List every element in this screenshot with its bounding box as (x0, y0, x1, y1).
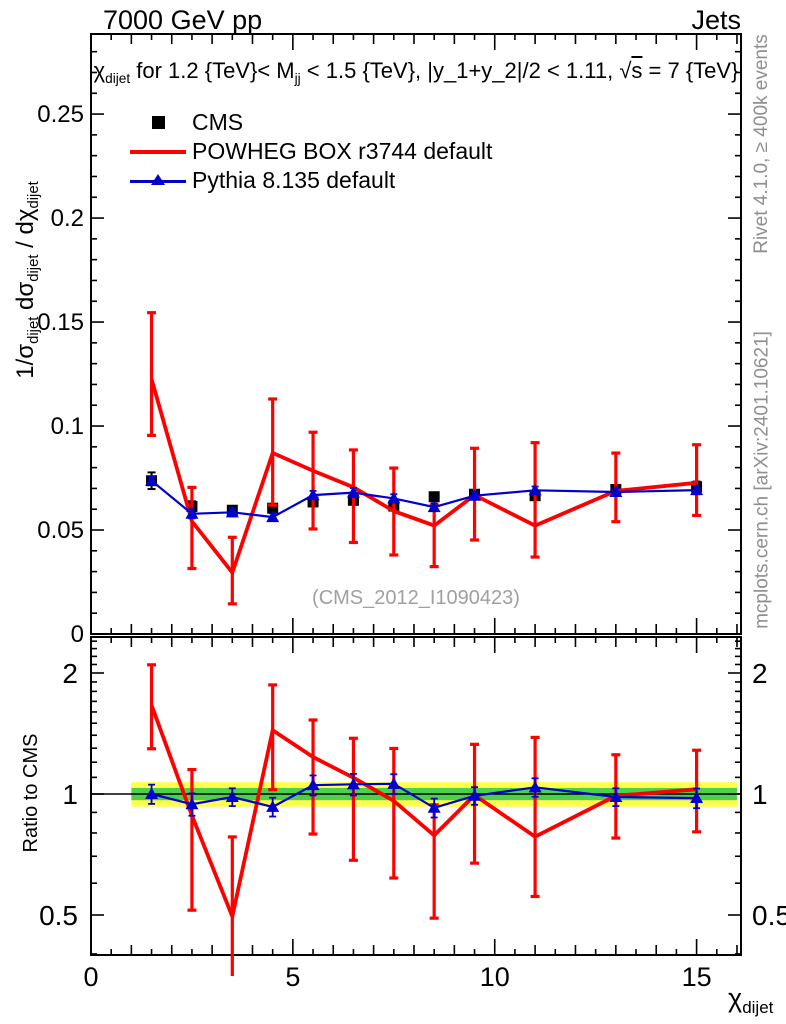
pythia-ratio-line (151, 782, 697, 809)
analysis-group-label: Jets (691, 5, 741, 35)
pythia-data-point (185, 507, 199, 519)
powheg-series-ratio (147, 663, 702, 976)
red-line-marker-icon (128, 137, 188, 166)
pythia-data-point (346, 777, 360, 790)
legend-item-cms: CMS (128, 108, 492, 137)
x-tick-label: 10 (480, 962, 510, 992)
ratio-y-tick-label: 1 (62, 779, 78, 810)
cms-data-point (267, 502, 279, 514)
analysis-id-watermark: (CMS_2012_I1090423) (312, 587, 520, 609)
main-panel-frame (90, 33, 742, 635)
pythia-data-point (528, 780, 542, 793)
ratio-y-tick-label-right: 2 (752, 658, 768, 689)
main-y-tick-label: 0.1 (51, 413, 84, 440)
pythia-data-point (609, 790, 623, 802)
pythia-data-point (225, 790, 239, 802)
legend-label: CMS (192, 109, 244, 135)
pythia-data-point (225, 505, 239, 518)
legend-item-pythia: Pythia 8.135 default (128, 166, 492, 195)
main-y-tick-label: 0 (71, 621, 84, 648)
pythia-data-point (387, 777, 401, 789)
pythia-data-point (690, 791, 704, 804)
pythia-data-point (609, 485, 623, 497)
pythia-data-point (427, 801, 441, 813)
main-y-axis-title: 1/σdijet dσdijet / dχdijet (12, 181, 43, 379)
ratio-y-tick-label: 2 (62, 658, 78, 689)
pythia-data-point (528, 483, 542, 496)
main-y-tick-label: 0.2 (51, 205, 84, 232)
pythia-data-point (387, 491, 401, 504)
ratio-y-axis-title: Ratio to CMS (20, 733, 42, 853)
main-y-tick-label: 0.05 (37, 517, 84, 544)
pythia-data-point (306, 488, 320, 501)
main-y-tick-label: 0.25 (37, 101, 84, 128)
ratio-y-tick-label-right: 0.5 (752, 900, 786, 931)
rivet-version-note: Rivet 4.1.0, ≥ 400k events (751, 34, 772, 254)
legend-label: Pythia 8.135 default (192, 167, 396, 193)
x-tick-label: 5 (285, 962, 300, 992)
pythia-data-point (690, 483, 704, 496)
ratio-panel-frame (90, 636, 742, 956)
x-tick-label: 15 (682, 962, 712, 992)
ratio-y-tick-label-right: 1 (752, 779, 768, 810)
pythia-line (150, 479, 697, 519)
ratio-y-tick-label: 0.5 (39, 900, 78, 931)
pythia-data-point (185, 797, 199, 810)
plot-title: χdijet for 1.2 {TeV}< Mjj < 1.5 {TeV}, |… (93, 58, 739, 86)
legend-label: POWHEG BOX r3744 default (192, 138, 493, 164)
legend-item-powheg: POWHEG BOX r3744 default (128, 137, 492, 166)
powheg-ratio-line (149, 704, 697, 923)
x-tick-label: 0 (83, 962, 98, 992)
mcplots-credit-note: mcplots.cern.ch [arXiv:2401.10621] (751, 331, 773, 629)
pythia-series-main (145, 474, 704, 523)
legend: CMS POWHEG BOX r3744 default Pythia 8.13… (128, 108, 492, 195)
pythia-data-point (427, 500, 441, 513)
pythia-data-point (266, 800, 280, 812)
pythia-series-ratio (145, 773, 704, 819)
x-axis-title: χdijet (728, 983, 774, 1017)
pythia-data-point (468, 489, 482, 501)
beam-energy-label: 7000 GeV pp (103, 5, 263, 35)
pythia-data-point (306, 778, 320, 791)
main-y-tick-label: 0.15 (37, 309, 84, 336)
pythia-data-point (266, 510, 280, 523)
pythia-data-point (468, 789, 482, 801)
blue-triangle-line-marker-icon (128, 166, 188, 195)
powheg-series-main (147, 311, 702, 606)
powheg-line (149, 378, 697, 577)
pythia-data-point (346, 486, 360, 498)
pythia-data-point (145, 787, 159, 799)
cms-data-point (428, 491, 440, 503)
pythia-data-point (145, 474, 159, 486)
cms-square-marker-icon (128, 108, 188, 137)
